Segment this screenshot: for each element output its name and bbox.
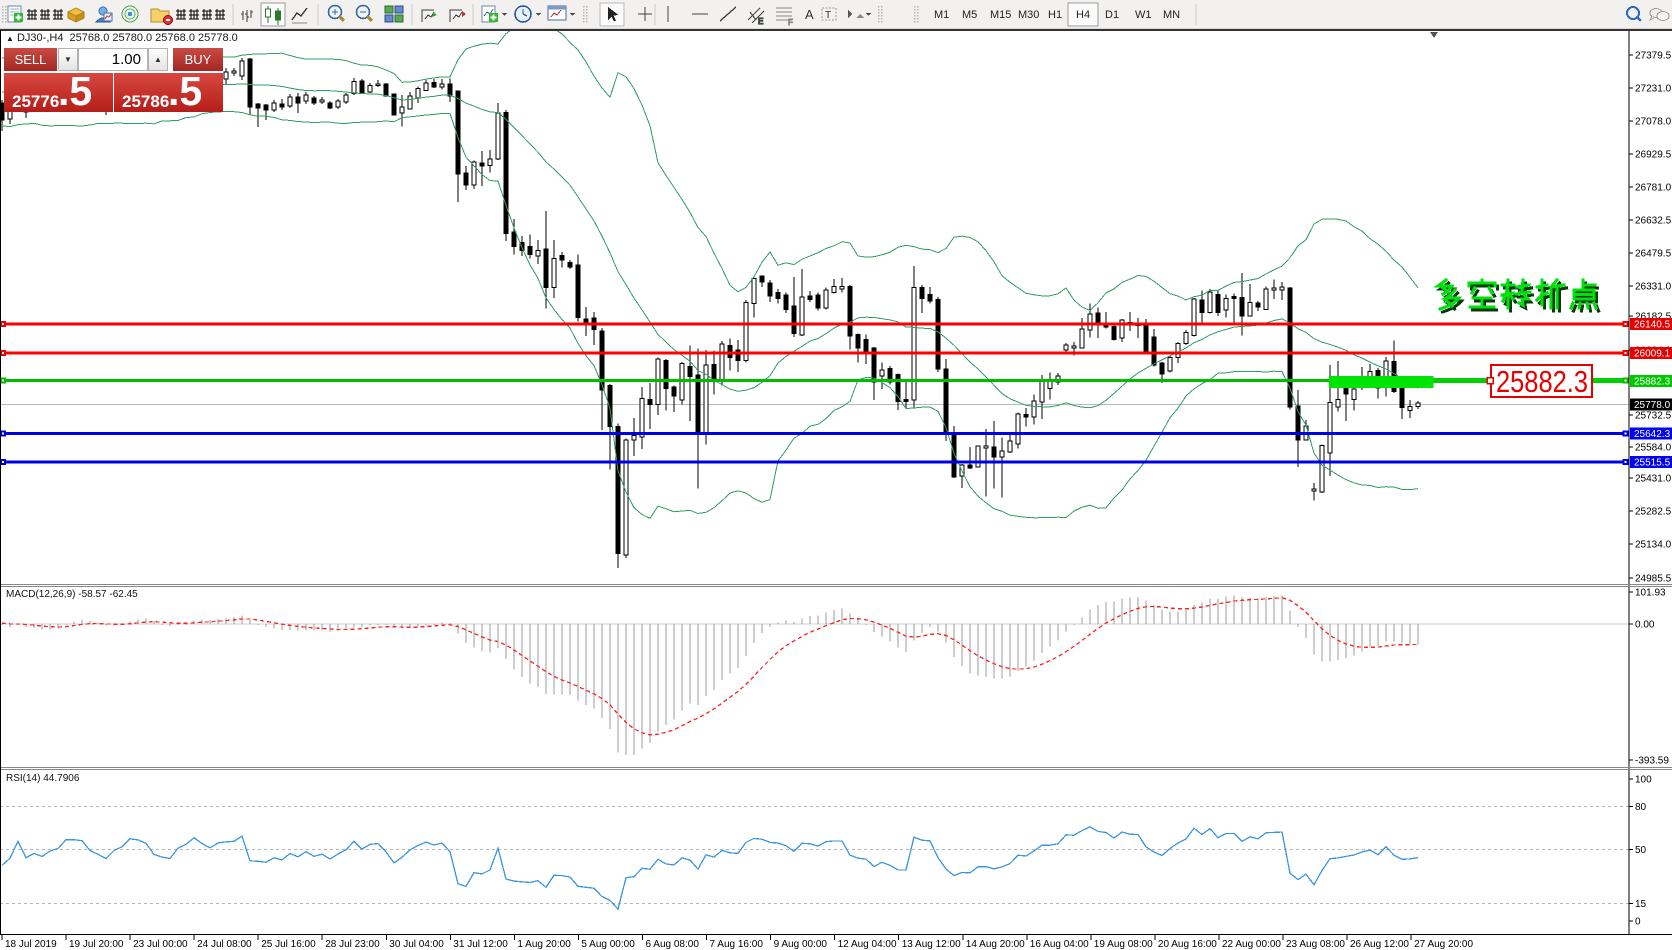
svg-text:M30: M30 xyxy=(1018,9,1039,21)
svg-text:14 Aug 20:00: 14 Aug 20:00 xyxy=(966,939,1025,950)
svg-text:13 Aug 12:00: 13 Aug 12:00 xyxy=(902,939,961,950)
svg-text:25732.5: 25732.5 xyxy=(1635,411,1672,422)
svg-text:25882.3: 25882.3 xyxy=(1634,377,1671,388)
svg-text:E: E xyxy=(758,17,763,26)
svg-text:A: A xyxy=(805,7,814,22)
svg-text:1 Aug 20:00: 1 Aug 20:00 xyxy=(517,939,571,950)
svg-text:24 Jul 08:00: 24 Jul 08:00 xyxy=(197,939,252,950)
svg-text:F: F xyxy=(788,18,793,27)
svg-text:101.93: 101.93 xyxy=(1635,588,1666,599)
svg-text:50: 50 xyxy=(1635,845,1647,856)
svg-text:27231.0: 27231.0 xyxy=(1635,84,1672,95)
svg-text:26 Aug 12:00: 26 Aug 12:00 xyxy=(1350,939,1409,950)
svg-text:27 Aug 20:00: 27 Aug 20:00 xyxy=(1414,939,1473,950)
svg-text:M15: M15 xyxy=(990,9,1011,21)
svg-text:26781.0: 26781.0 xyxy=(1635,183,1672,194)
svg-text:25778.0: 25778.0 xyxy=(1634,400,1671,411)
svg-text:MACD(12,26,9) -58.57 -62.45: MACD(12,26,9) -58.57 -62.45 xyxy=(6,589,138,600)
svg-text:MN: MN xyxy=(1163,9,1180,21)
svg-text:M1: M1 xyxy=(934,9,949,21)
svg-text:12 Aug 04:00: 12 Aug 04:00 xyxy=(838,939,897,950)
svg-text:-393.59: -393.59 xyxy=(1635,756,1669,767)
svg-text:19 Aug 08:00: 19 Aug 08:00 xyxy=(1094,939,1153,950)
svg-text:25282.5: 25282.5 xyxy=(1635,507,1672,518)
svg-text:9 Aug 00:00: 9 Aug 00:00 xyxy=(774,939,828,950)
svg-text:H4: H4 xyxy=(1076,9,1090,21)
svg-text:26479.5: 26479.5 xyxy=(1635,249,1672,260)
svg-text:25642.3: 25642.3 xyxy=(1634,429,1671,440)
svg-text:27078.0: 27078.0 xyxy=(1635,117,1672,128)
svg-text:18 Jul 2019: 18 Jul 2019 xyxy=(5,939,57,950)
svg-text:15: 15 xyxy=(1635,899,1647,910)
svg-text:20 Aug 16:00: 20 Aug 16:00 xyxy=(1158,939,1217,950)
svg-text:22 Aug 00:00: 22 Aug 00:00 xyxy=(1222,939,1281,950)
svg-text:26009.1: 26009.1 xyxy=(1634,349,1671,360)
svg-text:0.00: 0.00 xyxy=(1635,620,1655,631)
svg-text:0: 0 xyxy=(1635,917,1641,928)
svg-text:25515.5: 25515.5 xyxy=(1634,457,1671,468)
svg-text:25882.3: 25882.3 xyxy=(1496,364,1588,399)
svg-text:24985.5: 24985.5 xyxy=(1635,574,1672,585)
svg-text:M5: M5 xyxy=(962,9,977,21)
svg-text:26182.5: 26182.5 xyxy=(1635,312,1672,323)
svg-text:25584.0: 25584.0 xyxy=(1635,443,1672,454)
svg-text:25134.0: 25134.0 xyxy=(1635,540,1672,551)
svg-text:T: T xyxy=(825,10,831,21)
svg-text:16 Aug 04:00: 16 Aug 04:00 xyxy=(1030,939,1089,950)
svg-text:80: 80 xyxy=(1635,802,1647,813)
svg-text:31 Jul 12:00: 31 Jul 12:00 xyxy=(453,939,508,950)
svg-text:5 Aug 00:00: 5 Aug 00:00 xyxy=(581,939,635,950)
svg-text:30 Jul 04:00: 30 Jul 04:00 xyxy=(389,939,444,950)
svg-text:23 Jul 00:00: 23 Jul 00:00 xyxy=(133,939,188,950)
svg-text:26331.0: 26331.0 xyxy=(1635,282,1672,293)
svg-text:28 Jul 23:00: 28 Jul 23:00 xyxy=(325,939,380,950)
svg-text:27379.5: 27379.5 xyxy=(1635,51,1672,62)
svg-text:19 Jul 20:00: 19 Jul 20:00 xyxy=(69,939,124,950)
svg-text:26632.5: 26632.5 xyxy=(1635,216,1672,227)
svg-text:RSI(14) 44.7906: RSI(14) 44.7906 xyxy=(6,773,80,784)
svg-text:6 Aug 08:00: 6 Aug 08:00 xyxy=(646,939,700,950)
svg-text:26140.5: 26140.5 xyxy=(1634,320,1671,331)
svg-text:D1: D1 xyxy=(1105,9,1119,21)
svg-text:W1: W1 xyxy=(1135,9,1152,21)
svg-text:H1: H1 xyxy=(1048,9,1062,21)
svg-text:23 Aug 08:00: 23 Aug 08:00 xyxy=(1286,939,1345,950)
svg-text:100: 100 xyxy=(1635,775,1652,786)
svg-text:26929.5: 26929.5 xyxy=(1635,150,1672,161)
svg-text:25431.0: 25431.0 xyxy=(1635,474,1672,485)
svg-text:7 Aug 16:00: 7 Aug 16:00 xyxy=(710,939,764,950)
svg-text:25 Jul 16:00: 25 Jul 16:00 xyxy=(261,939,316,950)
